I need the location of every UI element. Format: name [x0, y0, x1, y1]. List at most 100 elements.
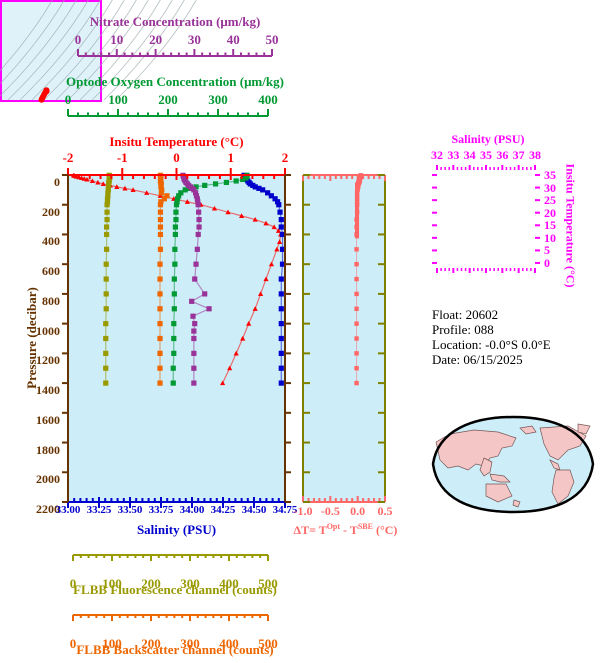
backscatter-axis-label: FLBB Backscatter channel (counts): [76, 642, 274, 657]
delta-t-tick-label: -1.0: [293, 504, 313, 518]
map-landmass: [519, 425, 537, 435]
series-marker: [161, 196, 167, 202]
series-marker: [171, 321, 177, 327]
isopycnal-contour: [91, 0, 173, 101]
series-marker: [223, 179, 230, 186]
ts-diagram-plot-area[interactable]: [0, 0, 197, 103]
series-marker: [220, 380, 226, 386]
ts-data-point: [43, 88, 50, 95]
series-marker: [172, 246, 178, 252]
world-location-map[interactable]: [428, 412, 598, 517]
series-marker: [144, 190, 150, 195]
ts-plot-frame: [432, 165, 540, 273]
series-marker: [252, 306, 258, 311]
series-marker: [195, 202, 201, 208]
profile-plot-area[interactable]: [68, 172, 286, 502]
map-landmass: [435, 429, 517, 471]
series-marker: [275, 228, 282, 233]
axis-tick-label: 100: [108, 92, 128, 107]
series-marker: [278, 291, 284, 297]
salinity-tick-label: 33.00: [55, 504, 81, 516]
series-marker: [196, 224, 202, 230]
series-marker: [105, 193, 111, 199]
metadata-profile-row: Profile: 088: [432, 322, 551, 337]
pressure-tick-label: 1800: [36, 442, 60, 457]
series-marker: [178, 190, 184, 196]
series-marker: [192, 321, 198, 327]
isopycnal-contour: [55, 0, 137, 101]
series-marker: [105, 187, 111, 193]
isopycnal-contour: [103, 0, 185, 101]
series-marker: [103, 276, 109, 282]
series-marker: [239, 213, 245, 218]
metadata-float-row: Float: 20602: [432, 307, 551, 322]
axis-tick-label: 500: [258, 576, 278, 591]
axis-tick-label: 400: [219, 636, 239, 651]
series-marker: [157, 365, 163, 371]
series-marker: [191, 365, 197, 371]
delta-t-tick-label: 0.0: [350, 504, 366, 518]
series-marker: [184, 199, 190, 204]
series-marker: [122, 185, 128, 191]
series-marker: [233, 350, 239, 356]
delta-t-label-unit: (°C): [372, 523, 398, 537]
series-marker: [173, 216, 179, 223]
pressure-tick-label: 1000: [36, 323, 60, 338]
map-landmass: [512, 499, 521, 508]
temperature-tick-label: -1: [116, 150, 128, 165]
ts-salinity-tick-label: 37: [512, 148, 525, 162]
ts-temperature-tick-label: 25: [544, 193, 556, 208]
date-label: Date:: [432, 352, 461, 367]
map-landmass: [479, 457, 493, 477]
series-marker: [268, 193, 274, 199]
series-marker: [263, 276, 269, 282]
series-marker: [170, 365, 176, 371]
axis-tick-label: 50: [265, 32, 279, 47]
axis-tick-label: 200: [141, 576, 161, 591]
ts-temperature-tick-labels: 0 5 10 15 20 25 30 35: [540, 164, 566, 280]
series-marker: [103, 261, 109, 267]
series-marker: [157, 350, 163, 356]
series-marker: [172, 231, 179, 238]
series-marker: [106, 181, 112, 187]
temperature-tick-label: 0: [173, 150, 180, 165]
axis-tick-label: 0: [74, 32, 82, 47]
axis-tick-label: 0: [64, 92, 72, 107]
salinity-tick-labels: 33.00 33.25 33.50 33.75 34.00 34.25 34.50 34.75: [0, 504, 350, 522]
ts-temperature-tick-label: 5: [544, 243, 550, 258]
series-marker: [105, 184, 111, 190]
series-marker: [195, 231, 201, 238]
delta-t-label-sup-opt: Opt: [326, 522, 341, 531]
salinity-axis-label: Salinity (PSU): [136, 522, 217, 537]
series-marker: [278, 321, 284, 327]
delta-t-plot-area[interactable]: [303, 173, 385, 502]
series-marker: [171, 306, 177, 312]
delta-t-label-part2: - T: [340, 523, 358, 537]
series-marker: [212, 181, 219, 187]
ts-salinity-tick-label: 35: [480, 148, 492, 162]
series-marker: [104, 209, 110, 215]
series-marker: [104, 196, 111, 202]
series-marker: [274, 246, 280, 252]
series-marker: [191, 187, 197, 193]
map-landmass: [577, 423, 591, 435]
series-marker: [157, 224, 164, 230]
series-marker: [157, 291, 163, 297]
series-marker: [103, 380, 109, 386]
series-marker: [252, 216, 258, 222]
ts-temperature-tick-label: 0: [544, 255, 550, 270]
temperature-axis-label: Insitu Temperature (°C): [109, 134, 244, 149]
metadata-block: Float: 20602 Profile: 088 Location: -0.0…: [432, 307, 551, 367]
series-marker: [130, 187, 136, 192]
series-marker: [193, 261, 199, 267]
ts-isopycnals: [0, 0, 197, 103]
series-marker: [157, 202, 164, 208]
ts-salinity-tick-label: 36: [496, 148, 509, 162]
delta-t-tick-labels: -1.0 -0.5 0.0 0.5: [285, 504, 410, 522]
temperature-tick-label: -2: [62, 150, 74, 165]
series-marker: [278, 224, 284, 230]
series-marker: [191, 380, 197, 386]
oxygen-axis-svg: [67, 109, 269, 117]
axis-tick-label: 200: [158, 92, 178, 107]
isopycnal-contour: [67, 0, 149, 101]
